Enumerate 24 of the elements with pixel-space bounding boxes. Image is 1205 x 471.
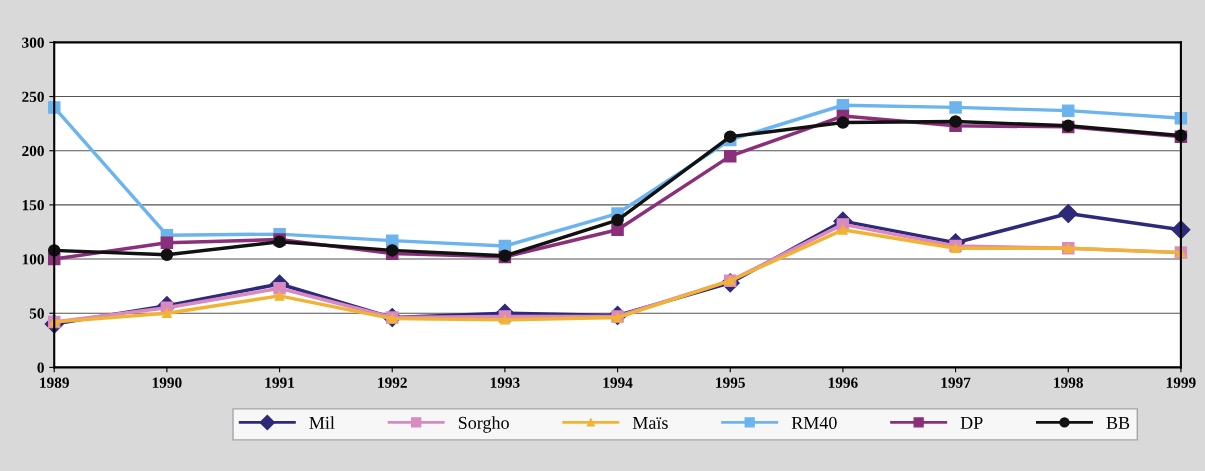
x-tick-label: 1996 <box>828 377 858 388</box>
y-tick-label: 50 <box>29 308 44 319</box>
y-tick-label: 200 <box>22 145 44 157</box>
x-tick-label: 1994 <box>603 377 633 388</box>
y-tick-label: 150 <box>22 200 44 211</box>
x-tick-label: 1995 <box>716 377 745 388</box>
y-tick-label: 250 <box>22 91 44 103</box>
x-tick-label: 1997 <box>941 377 971 388</box>
x-tick-label: 1990 <box>152 377 182 388</box>
y-tick-label: 300 <box>22 37 44 48</box>
x-tick-label: 1999 <box>1166 377 1196 388</box>
legend-label: Maïs <box>632 416 668 429</box>
y-tick-label: 100 <box>22 254 44 265</box>
x-tick-label: 1992 <box>378 377 407 388</box>
legend-label: Sorgho <box>458 416 509 433</box>
y-tick-label: 0 <box>37 362 44 373</box>
legend-label: RM40 <box>791 416 837 429</box>
x-tick-label: 1989 <box>40 377 69 388</box>
x-tick-label: 1998 <box>1054 377 1083 388</box>
x-tick-label: 1991 <box>265 377 295 388</box>
x-tick-label: 1993 <box>490 377 520 388</box>
legend-label: DP <box>960 416 983 429</box>
legend-label: BB <box>1106 416 1130 429</box>
legend-label: Mil <box>309 416 335 429</box>
